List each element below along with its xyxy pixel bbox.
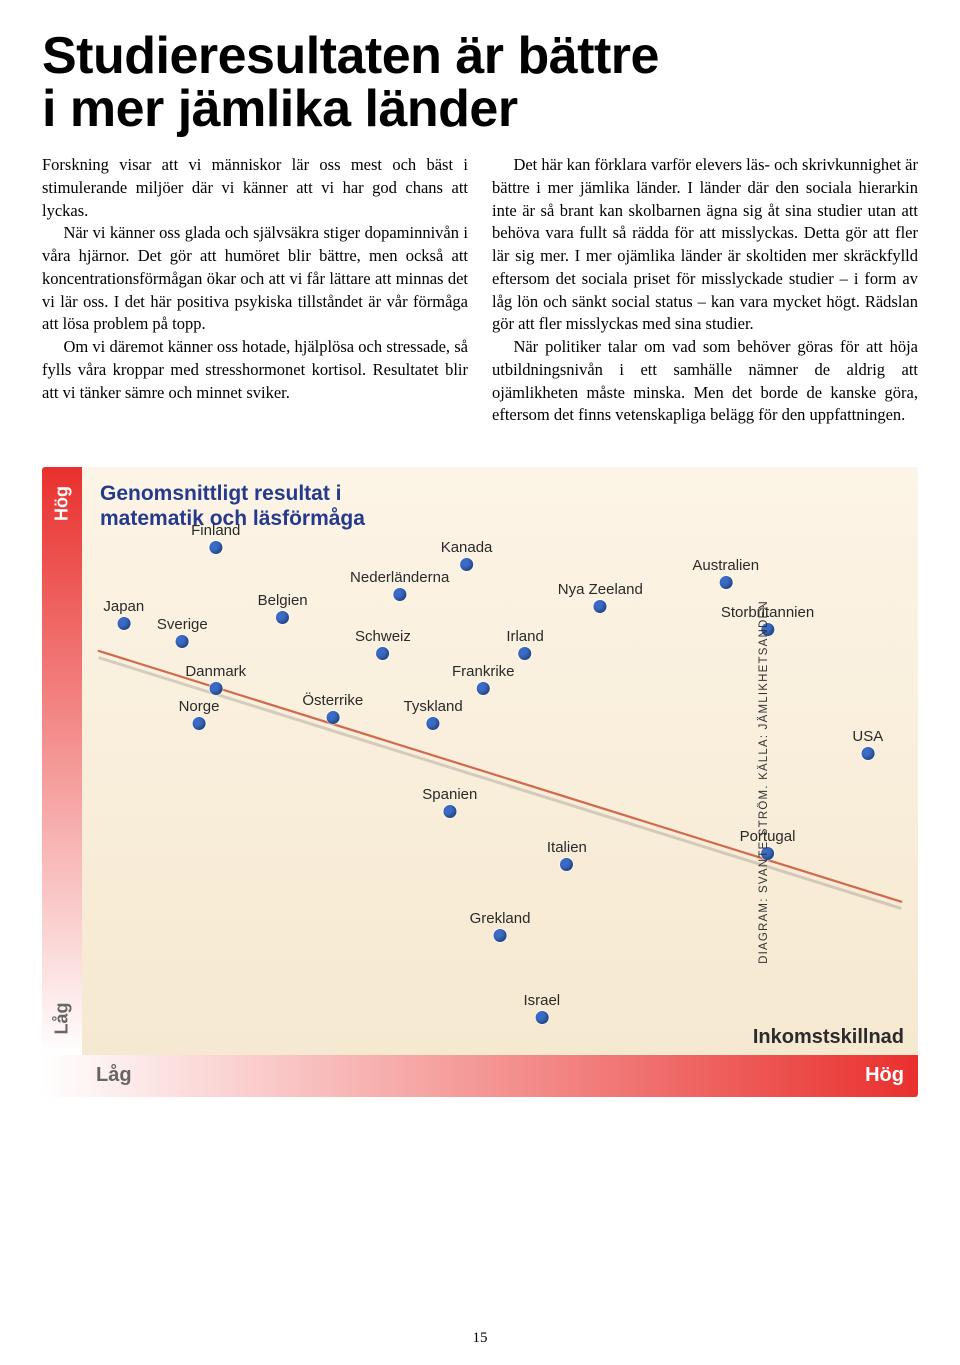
data-point-dot [861, 747, 874, 760]
paragraph: När politiker talar om vad som behöver g… [492, 336, 918, 427]
data-point: Österrike [302, 692, 363, 724]
data-point: USA [852, 728, 883, 760]
data-point: Spanien [422, 786, 477, 818]
x-axis-high-label: Hög [865, 1064, 904, 1087]
y-axis-low-label: Låg [52, 1003, 73, 1035]
data-point-label: Belgien [258, 592, 308, 609]
data-point-dot [427, 717, 440, 730]
chart-credit: DIAGRAM: SVANTE STRÖM. KÄLLA: JÄMLIKHETS… [758, 600, 770, 964]
data-point-dot [176, 635, 189, 648]
data-point: Sverige [157, 616, 208, 648]
data-point-dot [209, 541, 222, 554]
data-point-label: Japan [103, 598, 144, 615]
data-point: Australien [692, 557, 759, 589]
data-point: Belgien [258, 592, 308, 624]
scatter-chart: Hög Låg Låg Hög Inkomstskillnad Genomsni… [42, 467, 918, 1097]
data-point-label: Frankrike [452, 663, 515, 680]
data-point-dot [719, 576, 732, 589]
data-point-dot [209, 682, 222, 695]
paragraph: Om vi däremot känner oss hotade, hjälplö… [42, 336, 468, 404]
data-point-dot [460, 558, 473, 571]
data-point-label: USA [852, 728, 883, 745]
data-point-dot [535, 1011, 548, 1024]
data-point-label: Italien [547, 839, 587, 856]
data-point: Norge [179, 698, 220, 730]
data-point-label: Nederländerna [350, 569, 449, 586]
data-point-label: Spanien [422, 786, 477, 803]
data-point-label: Österrike [302, 692, 363, 709]
data-point: Japan [103, 598, 144, 630]
data-point-dot [326, 711, 339, 724]
data-point: Irland [506, 628, 544, 660]
data-point-dot [117, 617, 130, 630]
data-point: Tyskland [404, 698, 463, 730]
x-axis-bar [42, 1055, 918, 1097]
chart-container: Hög Låg Låg Hög Inkomstskillnad Genomsni… [42, 467, 918, 1097]
data-point-dot [393, 588, 406, 601]
data-point-dot [560, 858, 573, 871]
data-point: Italien [547, 839, 587, 871]
data-point-label: Grekland [470, 910, 531, 927]
data-point-label: Norge [179, 698, 220, 715]
data-point: Israel [523, 992, 560, 1024]
data-point-dot [519, 647, 532, 660]
body-text: Forskning visar att vi människor lär oss… [42, 154, 918, 427]
data-point-label: Finland [191, 522, 240, 539]
data-point: Frankrike [452, 663, 515, 695]
paragraph: När vi känner oss glada och självsäkra s… [42, 222, 468, 336]
data-point-label: Irland [506, 628, 544, 645]
headline: Studieresultaten är bättrei mer jämlika … [42, 30, 918, 136]
data-point-dot [477, 682, 490, 695]
data-point: Grekland [470, 910, 531, 942]
data-point-label: Sverige [157, 616, 208, 633]
data-point-dot [193, 717, 206, 730]
data-point-dot [494, 929, 507, 942]
page-number: 15 [473, 1330, 488, 1347]
y-axis-bar [42, 467, 82, 1055]
data-point: Schweiz [355, 628, 411, 660]
y-axis-high-label: Hög [52, 486, 73, 521]
data-point-dot [376, 647, 389, 660]
data-point-label: Schweiz [355, 628, 411, 645]
data-point-dot [443, 805, 456, 818]
data-point: Nederländerna [350, 569, 449, 601]
data-point-label: Nya Zeeland [558, 581, 643, 598]
data-point-label: Kanada [441, 539, 493, 556]
data-point-dot [594, 600, 607, 613]
data-point: Nya Zeeland [558, 581, 643, 613]
x-axis-low-label: Låg [96, 1064, 132, 1087]
data-point-label: Tyskland [404, 698, 463, 715]
data-point: Danmark [185, 663, 246, 695]
data-point: Kanada [441, 539, 493, 571]
data-point-label: Australien [692, 557, 759, 574]
data-point-label: Danmark [185, 663, 246, 680]
paragraph: Det här kan förklara varför elevers läs-… [492, 154, 918, 336]
paragraph: Forskning visar att vi människor lär oss… [42, 154, 468, 222]
points-layer: Finland Japan Sverige Belgien Nederländerna K… [82, 467, 918, 1055]
data-point-dot [276, 611, 289, 624]
data-point: Finland [191, 522, 240, 554]
data-point-label: Israel [523, 992, 560, 1009]
